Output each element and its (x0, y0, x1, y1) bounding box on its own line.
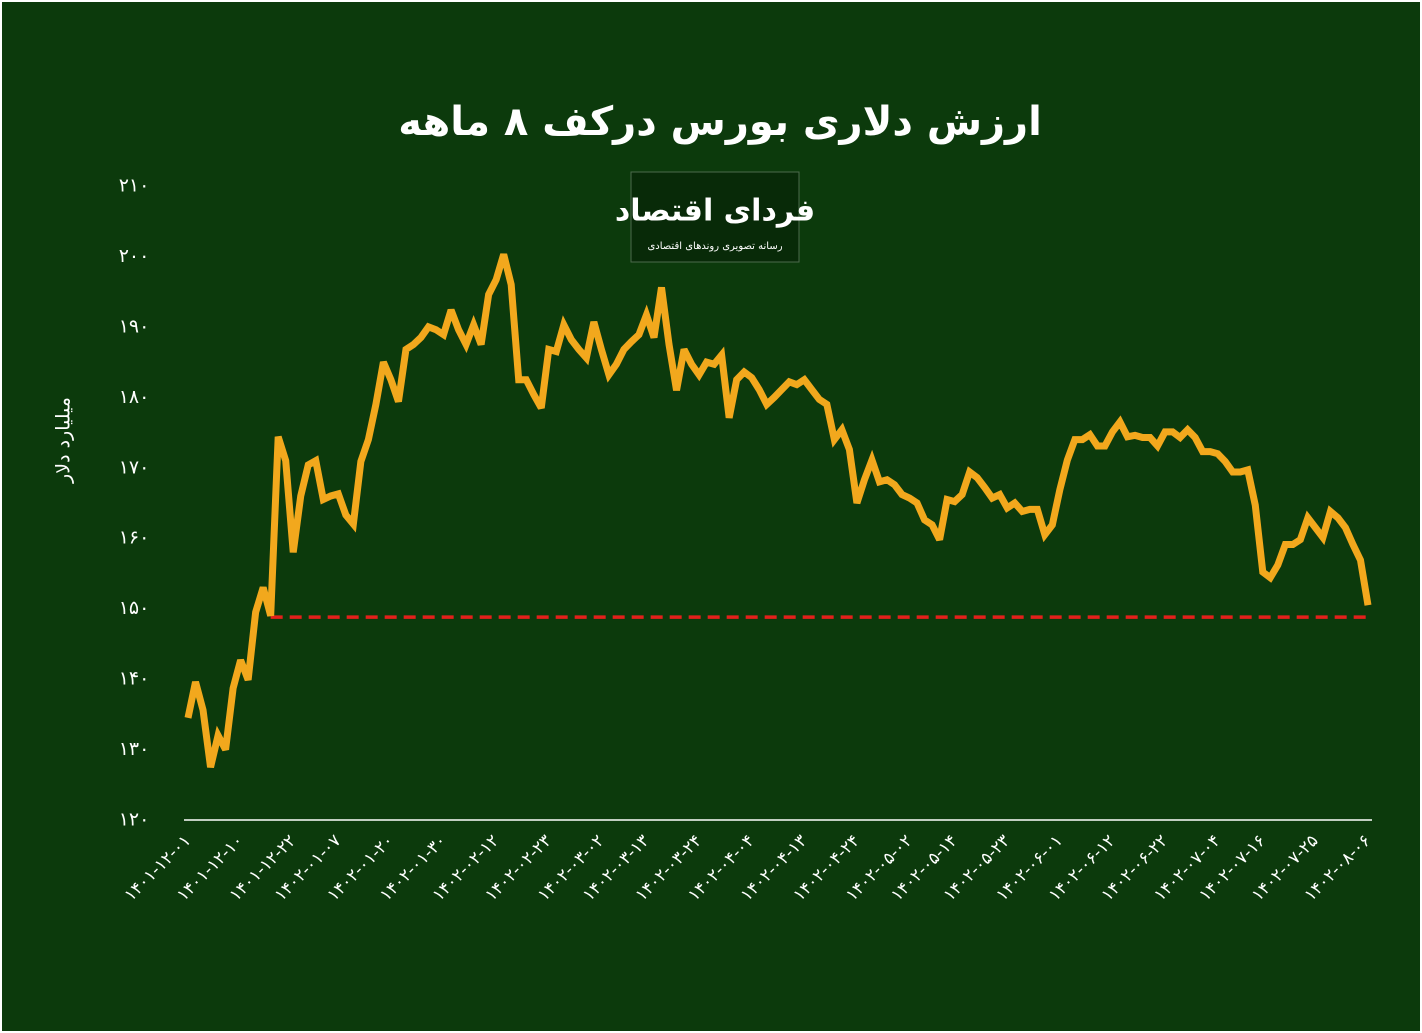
y-axis-label: میلیارد دلار (53, 397, 75, 484)
y-tick-label: ۱۹۰ (119, 315, 150, 337)
y-tick-label: ۱۸۰ (119, 386, 150, 408)
data-line (184, 253, 1372, 768)
y-tick-label: ۱۷۰ (119, 456, 150, 478)
chart-title: ارزش دلاری بورس درکف ۸ ماهه (398, 99, 1042, 145)
y-tick-label: ۲۰۰ (119, 245, 150, 267)
y-tick-label: ۱۵۰ (119, 597, 150, 619)
logo-title: فردای اقتصاد (615, 194, 815, 229)
y-tick-label: ۲۱۰ (119, 175, 150, 197)
logo: فردای اقتصاد رسانه تصویری روندهای اقتصاد… (615, 171, 815, 263)
y-tick-label: ۱۲۰ (119, 809, 150, 831)
y-tick-label: ۱۴۰ (119, 668, 150, 690)
y-tick-label: ۱۶۰ (119, 527, 150, 549)
logo-box (630, 171, 800, 263)
logo-subtitle: رسانه تصویری روندهای اقتصادی (647, 241, 782, 252)
y-tick-label: ۱۳۰ (119, 738, 150, 760)
